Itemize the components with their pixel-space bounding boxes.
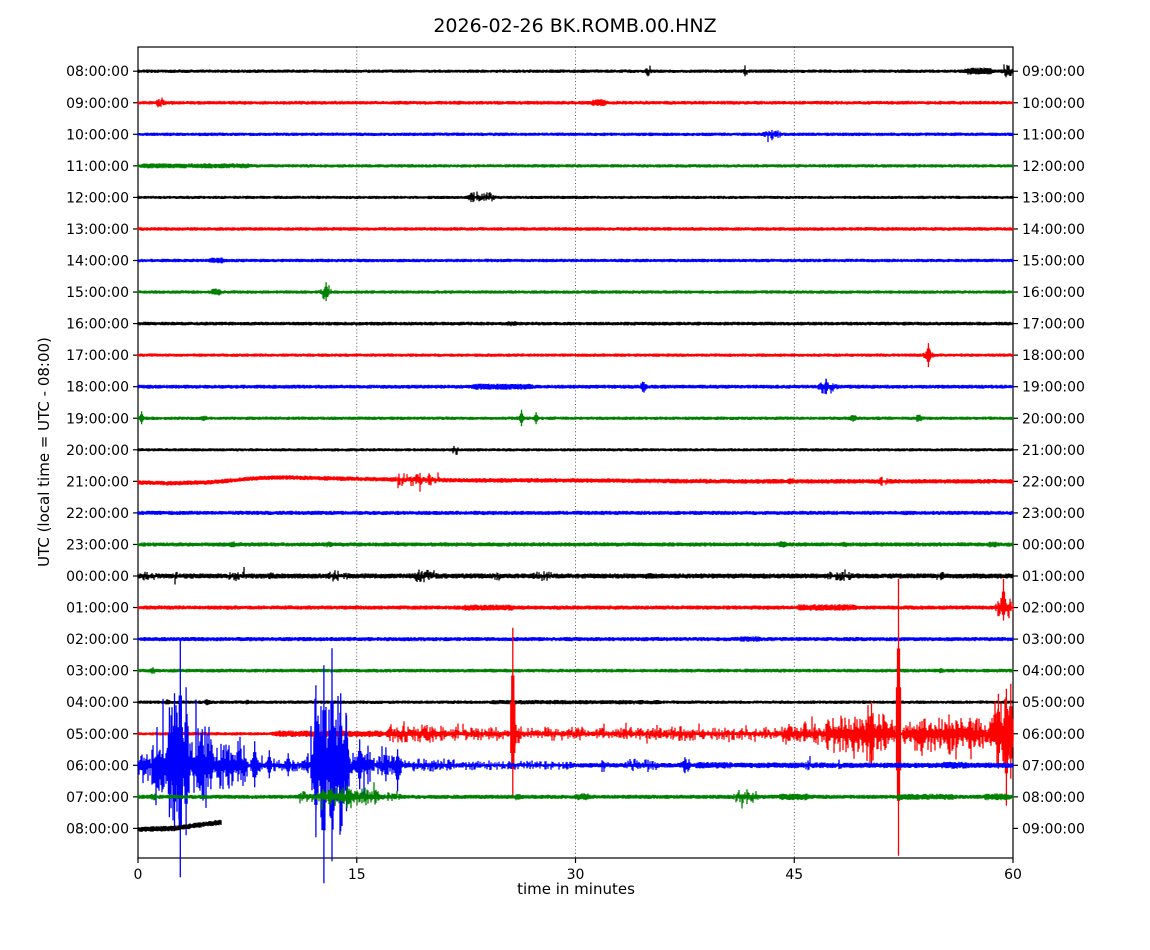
utc-tick-label: 20:00:00 (66, 443, 129, 459)
local-tick-label: 05:00:00 (1022, 695, 1085, 711)
utc-tick-label: 04:00:00 (66, 695, 129, 711)
local-tick-label: 17:00:00 (1022, 317, 1085, 333)
utc-tick-label: 17:00:00 (66, 348, 129, 364)
trace-row-120000 (137, 191, 1014, 203)
trace-row-110000 (137, 163, 1014, 169)
trace-row-090000 (137, 97, 1014, 108)
utc-tick-label: 01:00:00 (66, 601, 129, 617)
utc-tick-label: 08:00:00 (66, 821, 129, 837)
trace-row-080000 (137, 819, 222, 832)
local-tick-label: 21:00:00 (1022, 443, 1085, 459)
utc-tick-label: 13:00:00 (66, 222, 129, 238)
trace-row-010000 (137, 578, 1014, 621)
local-tick-label: 22:00:00 (1022, 474, 1085, 490)
trace-row-220000 (137, 510, 1014, 516)
local-tick-label: 09:00:00 (1022, 821, 1085, 837)
utc-tick-label: 18:00:00 (66, 380, 129, 396)
local-tick-label: 23:00:00 (1022, 506, 1085, 522)
utc-tick-label: 23:00:00 (66, 537, 129, 553)
local-tick-label: 09:00:00 (1022, 64, 1085, 80)
trace-row-150000 (137, 282, 1014, 302)
utc-tick-label: 08:00:00 (66, 64, 129, 80)
local-tick-label: 13:00:00 (1022, 190, 1085, 206)
trace-row-200000 (137, 445, 1014, 455)
utc-tick-label: 14:00:00 (66, 254, 129, 270)
utc-tick-label: 11:00:00 (66, 159, 129, 175)
utc-tick-label: 06:00:00 (66, 758, 129, 774)
utc-tick-label: 07:00:00 (66, 790, 129, 806)
trace-row-190000 (137, 409, 1014, 427)
trace-row-230000 (137, 541, 1014, 548)
trace-row-020000 (137, 636, 1014, 642)
trace-row-000000 (137, 567, 1014, 585)
utc-tick-label: 10:00:00 (66, 127, 129, 143)
x-tick-label: 15 (348, 867, 366, 883)
utc-tick-label: 03:00:00 (66, 664, 129, 680)
local-tick-label: 01:00:00 (1022, 569, 1085, 585)
utc-tick-label: 22:00:00 (66, 506, 129, 522)
utc-tick-label: 16:00:00 (66, 317, 129, 333)
x-axis-label: time in minutes (517, 880, 635, 898)
utc-tick-label: 00:00:00 (66, 569, 129, 585)
local-tick-label: 04:00:00 (1022, 664, 1085, 680)
trace-row-060000 (137, 638, 1014, 884)
local-tick-label: 03:00:00 (1022, 632, 1085, 648)
utc-tick-label: 02:00:00 (66, 632, 129, 648)
local-tick-label: 16:00:00 (1022, 285, 1085, 301)
trace-row-170000 (137, 343, 1014, 368)
local-tick-label: 08:00:00 (1022, 790, 1085, 806)
utc-tick-label: 12:00:00 (66, 190, 129, 206)
x-tick-label: 30 (567, 867, 585, 883)
x-tick-label: 0 (134, 867, 143, 883)
trace-row-130000 (137, 227, 1014, 231)
local-tick-label: 20:00:00 (1022, 411, 1085, 427)
trace-row-100000 (137, 130, 1014, 143)
trace-row-070000 (137, 782, 1014, 810)
local-tick-label: 02:00:00 (1022, 601, 1085, 617)
utc-tick-label: 21:00:00 (66, 474, 129, 490)
local-tick-label: 15:00:00 (1022, 254, 1085, 270)
x-tick-label: 45 (785, 867, 803, 883)
local-tick-label: 06:00:00 (1022, 727, 1085, 743)
trace-row-040000 (137, 699, 1014, 706)
local-tick-label: 10:00:00 (1022, 96, 1085, 112)
local-tick-label: 11:00:00 (1022, 127, 1085, 143)
local-tick-label: 14:00:00 (1022, 222, 1085, 238)
x-tick-label: 60 (1004, 867, 1022, 883)
trace-row-140000 (137, 257, 1014, 264)
local-tick-label: 00:00:00 (1022, 537, 1085, 553)
local-tick-label: 18:00:00 (1022, 348, 1085, 364)
utc-tick-label: 09:00:00 (66, 96, 129, 112)
local-tick-label: 12:00:00 (1022, 159, 1085, 175)
utc-tick-label: 19:00:00 (66, 411, 129, 427)
trace-row-180000 (137, 378, 1014, 395)
local-tick-label: 07:00:00 (1022, 758, 1085, 774)
utc-tick-label: 15:00:00 (66, 285, 129, 301)
utc-tick-label: 05:00:00 (66, 727, 129, 743)
trace-row-080000 (137, 64, 1014, 78)
local-tick-label: 19:00:00 (1022, 380, 1085, 396)
trace-row-210000 (137, 472, 1014, 492)
trace-row-160000 (137, 321, 1014, 327)
trace-row-050000 (137, 578, 1014, 856)
chart-title: 2026-02-26 BK.ROMB.00.HNZ (433, 15, 717, 37)
